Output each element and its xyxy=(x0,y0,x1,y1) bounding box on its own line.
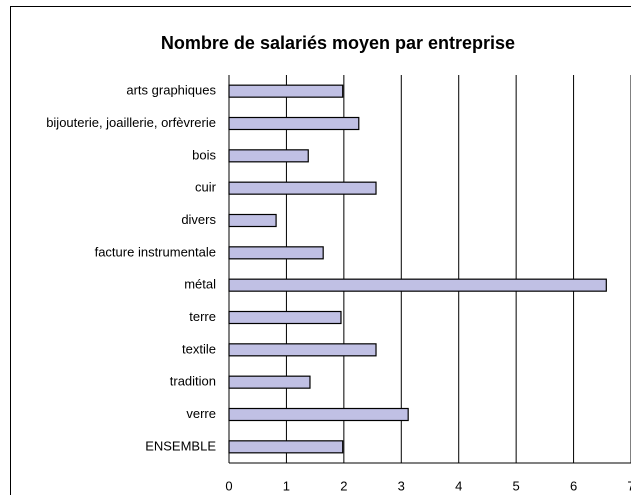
bar xyxy=(228,213,277,228)
bar xyxy=(228,310,342,325)
y-tick-label: bois xyxy=(192,147,216,162)
y-tick-label: facture instrumentale xyxy=(95,244,216,259)
bar xyxy=(228,181,377,195)
x-tick-label: 5 xyxy=(513,478,520,493)
bar xyxy=(228,246,324,260)
bar xyxy=(228,407,409,422)
bar xyxy=(228,84,344,98)
chart-title: Nombre de salariés moyen par entreprise xyxy=(161,33,515,53)
x-tick-label: 1 xyxy=(283,478,290,493)
x-tick-label: 7 xyxy=(627,478,631,493)
x-tick-label: 6 xyxy=(570,478,577,493)
bar xyxy=(228,343,377,357)
y-tick-label: divers xyxy=(181,212,216,227)
bar xyxy=(228,116,360,131)
y-tick-label: ENSEMBLE xyxy=(145,438,216,453)
y-tick-label: terre xyxy=(189,309,216,324)
y-tick-label: métal xyxy=(184,277,216,292)
x-tick-label: 2 xyxy=(340,478,347,493)
y-tick-label: bijouterie, joaillerie, orfèvrerie xyxy=(46,115,216,130)
x-tick-label: 0 xyxy=(225,478,232,493)
bar xyxy=(228,375,311,389)
x-tick-label: 3 xyxy=(398,478,405,493)
y-tick-label: textile xyxy=(182,341,216,356)
bar xyxy=(228,440,344,454)
x-tick-label: 4 xyxy=(455,478,462,493)
y-tick-label: tradition xyxy=(170,374,216,389)
y-tick-label: verre xyxy=(186,406,216,421)
bar xyxy=(228,149,309,163)
y-tick-label: cuir xyxy=(195,180,217,195)
bar xyxy=(228,278,607,292)
y-tick-label: arts graphiques xyxy=(126,83,216,98)
